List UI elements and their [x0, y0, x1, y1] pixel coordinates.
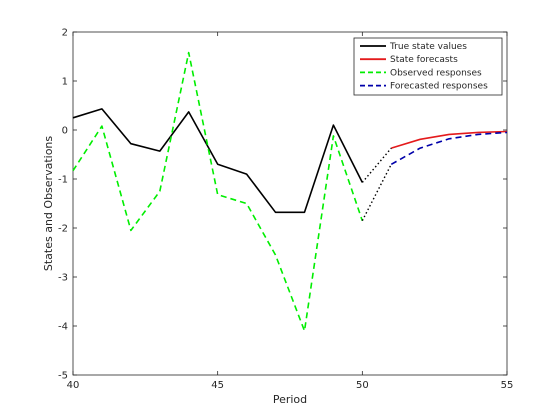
connector-line-1: [361, 163, 392, 221]
y-tick-label: -3: [58, 273, 68, 284]
y-tick-label: -4: [58, 322, 68, 333]
series-line-1: [391, 130, 508, 149]
y-axis-label: States and Observations: [42, 136, 55, 272]
y-tick-label: 0: [62, 126, 68, 137]
legend-label-1: State forecasts: [390, 55, 458, 65]
y-tick-label: -2: [58, 224, 68, 235]
x-tick-label: 50: [356, 380, 369, 391]
y-tick-label: -5: [58, 371, 68, 382]
series-layer: [72, 51, 508, 332]
legend-label-2: Observed responses: [390, 68, 482, 78]
x-tick-label: 45: [211, 380, 224, 391]
x-axis-label: Period: [273, 393, 307, 406]
y-tick-label: 2: [62, 28, 68, 39]
series-line-3: [390, 131, 508, 165]
legend: True state values State forecasts Observed…: [353, 37, 503, 96]
axis-ticks: 40 45 50 55 -5 -4 -3 -2 -1 0 1 2: [58, 28, 513, 392]
x-tick-label: 55: [501, 380, 514, 391]
y-tick-label: -1: [58, 175, 68, 186]
legend-label-0: True state values: [389, 42, 467, 52]
series-line-2: [72, 51, 364, 332]
legend-items: True state values State forecasts Observed…: [360, 42, 488, 92]
legend-label-3: Forecasted responses: [390, 82, 488, 92]
y-tick-label: 1: [62, 77, 68, 88]
series-line-0: [72, 108, 364, 214]
connector-line-0: [361, 147, 392, 183]
x-tick-label: 40: [67, 380, 80, 391]
